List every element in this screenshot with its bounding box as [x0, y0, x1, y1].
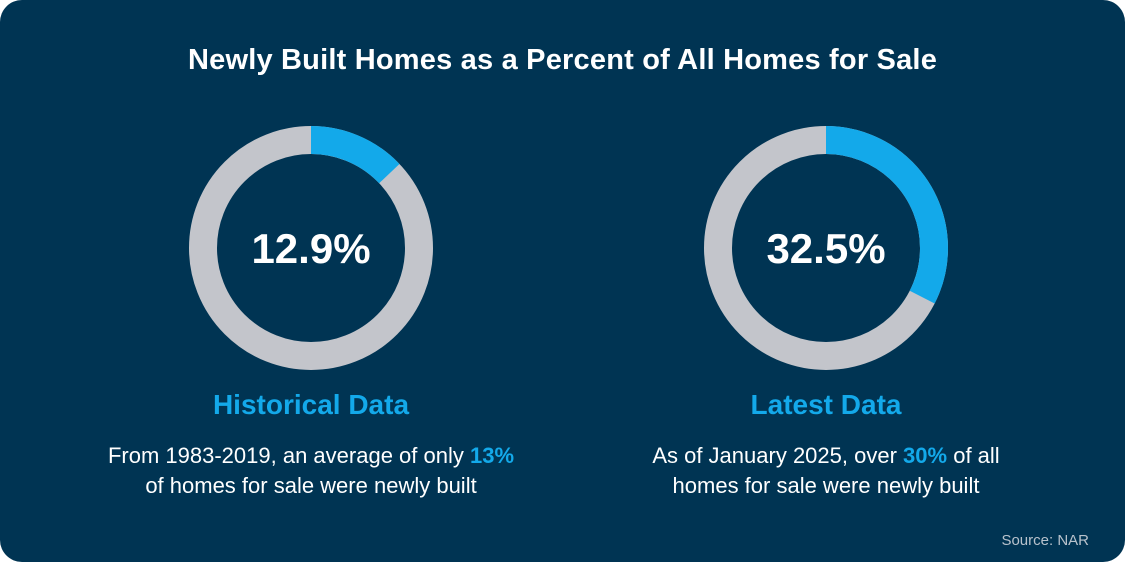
donut-value-arc — [189, 126, 433, 370]
latest-panel: 32.5% Latest Data As of January 2025, ov… — [566, 0, 1086, 562]
desc-text: of all — [953, 443, 1000, 468]
historical-panel: 12.9% Historical Data From 1983-2019, an… — [51, 0, 571, 562]
source-note: Source: NAR — [1001, 532, 1089, 549]
chart-title: Newly Built Homes as a Percent of All Ho… — [187, 44, 938, 76]
donut-center-label: 32.5% — [766, 225, 885, 272]
donut-value-arc — [704, 126, 948, 370]
panel-heading: Latest Data — [750, 389, 902, 420]
panel-description: From 1983-2019, an average of only 13% o… — [51, 441, 571, 501]
panel-heading: Historical Data — [212, 389, 410, 420]
donut-center-label: 12.9% — [251, 225, 370, 272]
desc-text: As of January 2025, over — [652, 443, 897, 468]
historical-donut-chart: 12.9% — [189, 126, 433, 370]
desc-text: homes for sale were newly built — [672, 473, 980, 498]
panel-description: As of January 2025, over 30% of all home… — [566, 441, 1086, 501]
desc-text: of homes for sale were newly built — [145, 473, 477, 498]
desc-highlight: 30% — [903, 443, 948, 468]
desc-text: From 1983-2019, an average of only — [107, 443, 464, 468]
desc-highlight: 13% — [469, 443, 515, 468]
latest-donut-chart: 32.5% — [704, 126, 948, 370]
